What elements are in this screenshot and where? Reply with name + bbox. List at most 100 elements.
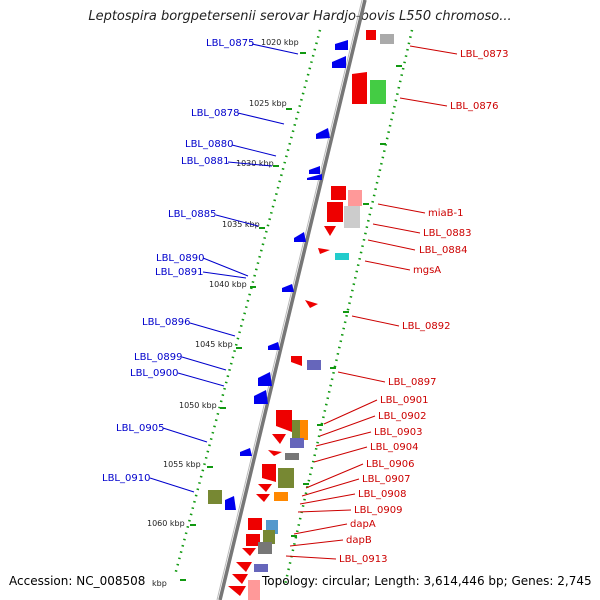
- leader-line: [227, 161, 273, 167]
- gene-block-green[interactable]: [370, 80, 386, 104]
- gene-label[interactable]: LBL_0901: [380, 395, 428, 406]
- gene-arrow-red[interactable]: [262, 464, 276, 482]
- gene-arrow-red[interactable]: [331, 186, 346, 200]
- gene-label[interactable]: dapA: [350, 519, 376, 530]
- gene-block-purple[interactable]: [307, 360, 321, 370]
- genome-summary-text: Topology: circular; Length: 3,614,446 bp…: [262, 574, 592, 588]
- gene-label[interactable]: LBL_0897: [388, 377, 436, 388]
- gene-block-grey[interactable]: [344, 206, 360, 228]
- gene-arrow-red[interactable]: [327, 202, 343, 222]
- gene-arrow-blue[interactable]: [332, 56, 346, 68]
- gene-arrow-red[interactable]: [236, 562, 252, 572]
- gene-block-olive[interactable]: [263, 530, 275, 544]
- gene-arrow-red[interactable]: [228, 586, 246, 596]
- gene-arrow-blue[interactable]: [307, 174, 322, 180]
- tick-marks: [180, 52, 306, 581]
- leader-line: [189, 322, 236, 337]
- gene-label[interactable]: LBL_0881: [181, 156, 229, 167]
- gene-block-orange[interactable]: [274, 492, 288, 501]
- gene-arrow-red[interactable]: [352, 72, 367, 104]
- gene-arrow-red[interactable]: [291, 356, 302, 366]
- gene-label[interactable]: miaB-1: [428, 208, 463, 219]
- gene-arrow-red[interactable]: [232, 574, 248, 584]
- gene-label[interactable]: LBL_0873: [460, 49, 508, 60]
- gene-label[interactable]: LBL_0913: [339, 554, 387, 565]
- gene-arrow-blue[interactable]: [258, 372, 272, 386]
- gene-block-red[interactable]: [366, 30, 376, 40]
- gene-arrow-blue[interactable]: [316, 128, 330, 139]
- gene-label[interactable]: LBL_0890: [156, 253, 204, 264]
- tick-label: 1025 kbp: [249, 99, 287, 108]
- gene-label[interactable]: LBL_0902: [378, 411, 426, 422]
- gene-label[interactable]: LBL_0899: [134, 352, 182, 363]
- gene-block-olive[interactable]: [278, 468, 294, 488]
- accession-text: Accession: NC_008508: [9, 574, 146, 588]
- gene-label[interactable]: LBL_0885: [168, 209, 216, 220]
- gene-label[interactable]: LBL_0910: [102, 473, 150, 484]
- gene-arrow-red[interactable]: [258, 484, 272, 492]
- gene-block-pink[interactable]: [348, 190, 362, 206]
- right-gene-labels: LBL_0873 LBL_0876 miaB-1 LBL_0883 LBL_08…: [339, 49, 508, 565]
- gene-block-orange[interactable]: [300, 420, 308, 440]
- leader-line: [293, 523, 348, 535]
- gene-arrow-blue[interactable]: [240, 448, 252, 456]
- gene-label[interactable]: LBL_0903: [374, 427, 422, 438]
- gene-label[interactable]: dapB: [346, 535, 372, 546]
- gene-label[interactable]: LBL_0878: [191, 108, 239, 119]
- gene-label[interactable]: LBL_0907: [362, 474, 410, 485]
- gene-label[interactable]: LBL_0896: [142, 317, 190, 328]
- gene-arrow-red[interactable]: [324, 226, 336, 236]
- gene-label[interactable]: LBL_0880: [185, 139, 233, 150]
- gene-block-grey[interactable]: [258, 542, 272, 554]
- gene-arrow-red[interactable]: [268, 450, 282, 456]
- gene-label[interactable]: LBL_0900: [130, 368, 178, 379]
- gene-arrow-red[interactable]: [256, 494, 270, 502]
- left-leader-lines: [149, 43, 299, 493]
- gene-label[interactable]: LBL_0909: [354, 505, 402, 516]
- gene-arrow-red[interactable]: [242, 548, 256, 556]
- tick-label: 1020 kbp: [261, 38, 299, 47]
- gene-arrow-blue[interactable]: [309, 166, 320, 174]
- gene-label[interactable]: LBL_0905: [116, 423, 164, 434]
- gene-arrow-blue[interactable]: [254, 390, 268, 404]
- gene-label[interactable]: LBL_0906: [366, 459, 414, 470]
- gene-block-grey[interactable]: [285, 453, 299, 460]
- gene-arrow-blue[interactable]: [225, 496, 236, 510]
- gene-arrow-red[interactable]: [276, 410, 292, 432]
- right-leader-lines: [285, 45, 458, 560]
- tick-label: 1055 kbp: [163, 460, 201, 469]
- gene-arrow-blue[interactable]: [268, 342, 280, 350]
- genome-backbone: [218, 0, 367, 600]
- gene-block-purple[interactable]: [254, 564, 268, 572]
- leader-line: [305, 463, 364, 489]
- gene-arrow-red[interactable]: [248, 518, 262, 530]
- gene-block-purple[interactable]: [290, 438, 304, 448]
- gene-block-olive[interactable]: [292, 420, 300, 440]
- gene-arrow-blue[interactable]: [294, 232, 306, 242]
- leader-line: [202, 257, 249, 277]
- gene-block-pink[interactable]: [248, 580, 260, 600]
- leader-line: [315, 431, 372, 447]
- gene-block-grey[interactable]: [380, 34, 394, 44]
- gene-label[interactable]: LBL_0891: [155, 267, 203, 278]
- gene-arrow-blue[interactable]: [282, 284, 294, 292]
- gene-block-cyan[interactable]: [335, 253, 349, 260]
- leader-line: [337, 371, 386, 383]
- gene-label[interactable]: LBL_0904: [370, 442, 418, 453]
- gene-arrow-red[interactable]: [272, 434, 286, 444]
- leader-line: [351, 315, 400, 327]
- gene-label[interactable]: LBL_0908: [358, 489, 406, 500]
- gene-label[interactable]: LBL_0884: [419, 245, 467, 256]
- gene-label[interactable]: LBL_0892: [402, 321, 450, 332]
- gene-label[interactable]: mgsA: [413, 265, 441, 276]
- gene-label[interactable]: LBL_0875: [206, 38, 254, 49]
- gene-block-olive[interactable]: [208, 490, 222, 504]
- gene-arrow-red[interactable]: [305, 300, 318, 308]
- gene-label[interactable]: LBL_0876: [450, 101, 498, 112]
- gene-arrow-red[interactable]: [318, 248, 330, 254]
- gene-arrow-blue[interactable]: [335, 40, 348, 50]
- gene-arrow-red[interactable]: [246, 534, 260, 546]
- leader-line: [149, 477, 195, 493]
- gene-label[interactable]: LBL_0883: [423, 228, 471, 239]
